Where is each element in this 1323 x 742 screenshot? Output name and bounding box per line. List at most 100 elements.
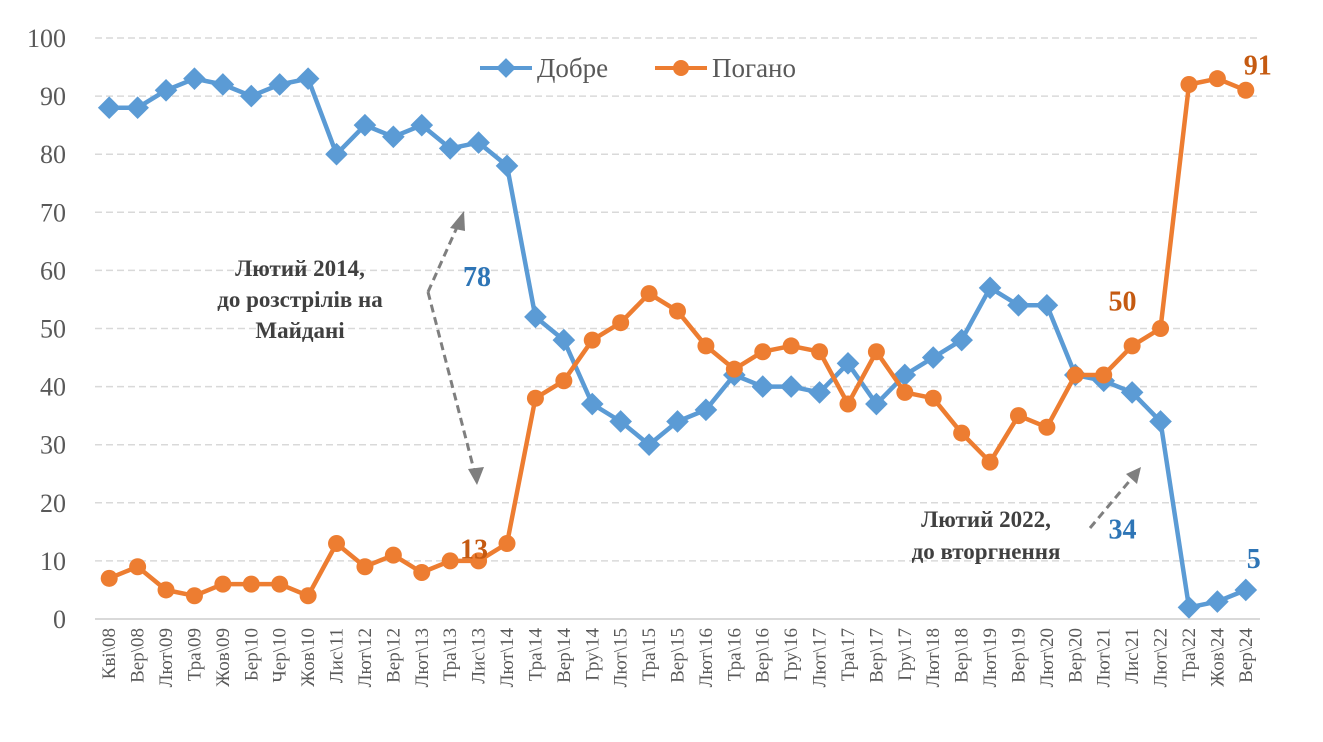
data-point-diamond xyxy=(779,375,803,398)
x-tick-label: Жов\24 xyxy=(1207,628,1228,687)
data-point-circle xyxy=(555,372,573,390)
data-point-circle xyxy=(1152,320,1170,337)
data-point-diamond xyxy=(1035,293,1059,317)
data-point-circle xyxy=(583,331,601,349)
y-tick-label: 30 xyxy=(40,431,66,460)
legend-label-dobre: Добре xyxy=(537,53,608,83)
data-point-circle xyxy=(896,383,914,401)
x-tick-label: Жов\10 xyxy=(298,628,319,687)
data-point-diamond xyxy=(978,276,1002,300)
x-tick-label: Бер\10 xyxy=(241,628,262,681)
data-point-circle xyxy=(413,564,431,582)
x-tick-label: Вер\16 xyxy=(753,628,774,683)
x-tick-label: Лют\09 xyxy=(156,628,177,687)
x-tick-label: Лют\16 xyxy=(696,628,717,687)
series-dobre xyxy=(97,67,1258,619)
x-tick-label: Лют\15 xyxy=(611,628,632,687)
annotation-2022-arrowhead xyxy=(1126,467,1141,484)
data-point-diamond xyxy=(808,381,831,404)
data-point-diamond xyxy=(382,125,405,149)
data-label: 13 xyxy=(460,534,488,565)
data-point-circle xyxy=(811,343,829,361)
data-point-circle xyxy=(242,575,260,593)
x-tick-label: Тра\16 xyxy=(724,628,745,681)
y-tick-label: 70 xyxy=(40,198,66,227)
x-tick-label: Лют\19 xyxy=(980,628,1001,687)
data-point-diamond xyxy=(637,433,661,457)
data-point-diamond xyxy=(1234,578,1258,602)
data-point-diamond xyxy=(296,67,320,90)
data-point-diamond xyxy=(239,84,263,108)
data-point-circle xyxy=(498,534,516,552)
y-tick-label: 90 xyxy=(40,82,66,111)
series xyxy=(97,67,1258,619)
data-point-circle xyxy=(697,337,715,355)
series-pohano xyxy=(100,70,1255,605)
x-tick-label: Вер\18 xyxy=(952,628,973,683)
data-point-circle xyxy=(1123,337,1141,355)
annotation-2014-line-3: Майдані xyxy=(255,318,345,343)
y-tick-label: 40 xyxy=(40,373,66,402)
annotation-2022-line-2: до вторгнення xyxy=(912,539,1061,564)
data-label: 78 xyxy=(463,262,491,293)
data-point-diamond xyxy=(694,398,718,422)
data-point-diamond xyxy=(183,67,206,90)
data-point-diamond xyxy=(97,96,121,120)
x-tick-label: Лют\12 xyxy=(355,628,376,687)
annotation-2014-arrow-up xyxy=(426,224,460,293)
data-point-circle xyxy=(1180,75,1198,93)
data-point-circle xyxy=(782,337,800,355)
data-point-diamond xyxy=(552,328,576,352)
data-point-circle xyxy=(129,558,147,576)
data-point-circle xyxy=(384,546,402,564)
gridlines xyxy=(95,37,1260,620)
data-point-circle xyxy=(867,343,885,361)
legend-item-dobre: Добре xyxy=(480,53,608,83)
x-tick-label: Вер\20 xyxy=(1065,628,1086,683)
annotation-2014-arrowhead-down xyxy=(468,467,484,485)
data-point-circle xyxy=(981,453,999,471)
x-tick-label: Гру\16 xyxy=(781,628,802,681)
y-tick-label: 20 xyxy=(40,489,66,518)
series-line xyxy=(109,76,1247,610)
data-point-diamond xyxy=(154,78,178,102)
x-tick-label: Чер\10 xyxy=(270,628,291,683)
data-point-diamond xyxy=(268,73,292,96)
x-tick-label: Вер\14 xyxy=(554,628,575,683)
legend-circle-icon xyxy=(673,60,689,76)
x-tick-label: Тра\15 xyxy=(639,628,660,681)
legend: Добре Погано xyxy=(480,53,796,83)
data-point-circle xyxy=(1009,407,1027,425)
y-tick-label: 0 xyxy=(53,605,66,634)
data-label: 34 xyxy=(1109,514,1137,545)
data-point-circle xyxy=(185,587,203,605)
data-point-circle xyxy=(214,575,232,593)
annotation-2014-line-1: Лютий 2014, xyxy=(235,256,365,281)
data-point-diamond xyxy=(751,375,775,398)
legend-label-pohano: Погано xyxy=(712,53,796,83)
data-point-circle xyxy=(271,575,289,593)
x-tick-label: Лис\13 xyxy=(469,628,490,684)
legend-diamond-icon xyxy=(496,58,516,78)
x-tick-label: Тра\17 xyxy=(838,628,859,681)
data-point-diamond xyxy=(1120,381,1144,404)
x-tick-label: Лют\21 xyxy=(1094,628,1115,687)
data-label: 91 xyxy=(1244,50,1272,81)
data-point-diamond xyxy=(865,392,888,416)
annotation-2014-line-2: до розстрілів на xyxy=(217,287,383,312)
data-labels: 78 34 5 13 50 91 xyxy=(460,50,1272,575)
x-tick-label: Тра\13 xyxy=(440,628,461,681)
x-tick-label: Гру\14 xyxy=(582,628,603,681)
x-tick-label: Вер\15 xyxy=(668,628,689,683)
x-tick-label: Гру\17 xyxy=(895,628,916,681)
data-label: 5 xyxy=(1247,544,1261,575)
data-point-diamond xyxy=(580,392,604,416)
x-tick-label: Лют\14 xyxy=(497,628,518,688)
data-point-diamond xyxy=(211,73,235,96)
annotation-2014-arrow-down xyxy=(426,291,476,471)
x-tick-label: Тра\09 xyxy=(184,628,205,681)
x-tick-label: Вер\17 xyxy=(866,628,887,683)
data-point-circle xyxy=(470,552,488,570)
data-label: 50 xyxy=(1109,287,1137,318)
annotation-2014-arrowhead-up xyxy=(450,211,465,231)
